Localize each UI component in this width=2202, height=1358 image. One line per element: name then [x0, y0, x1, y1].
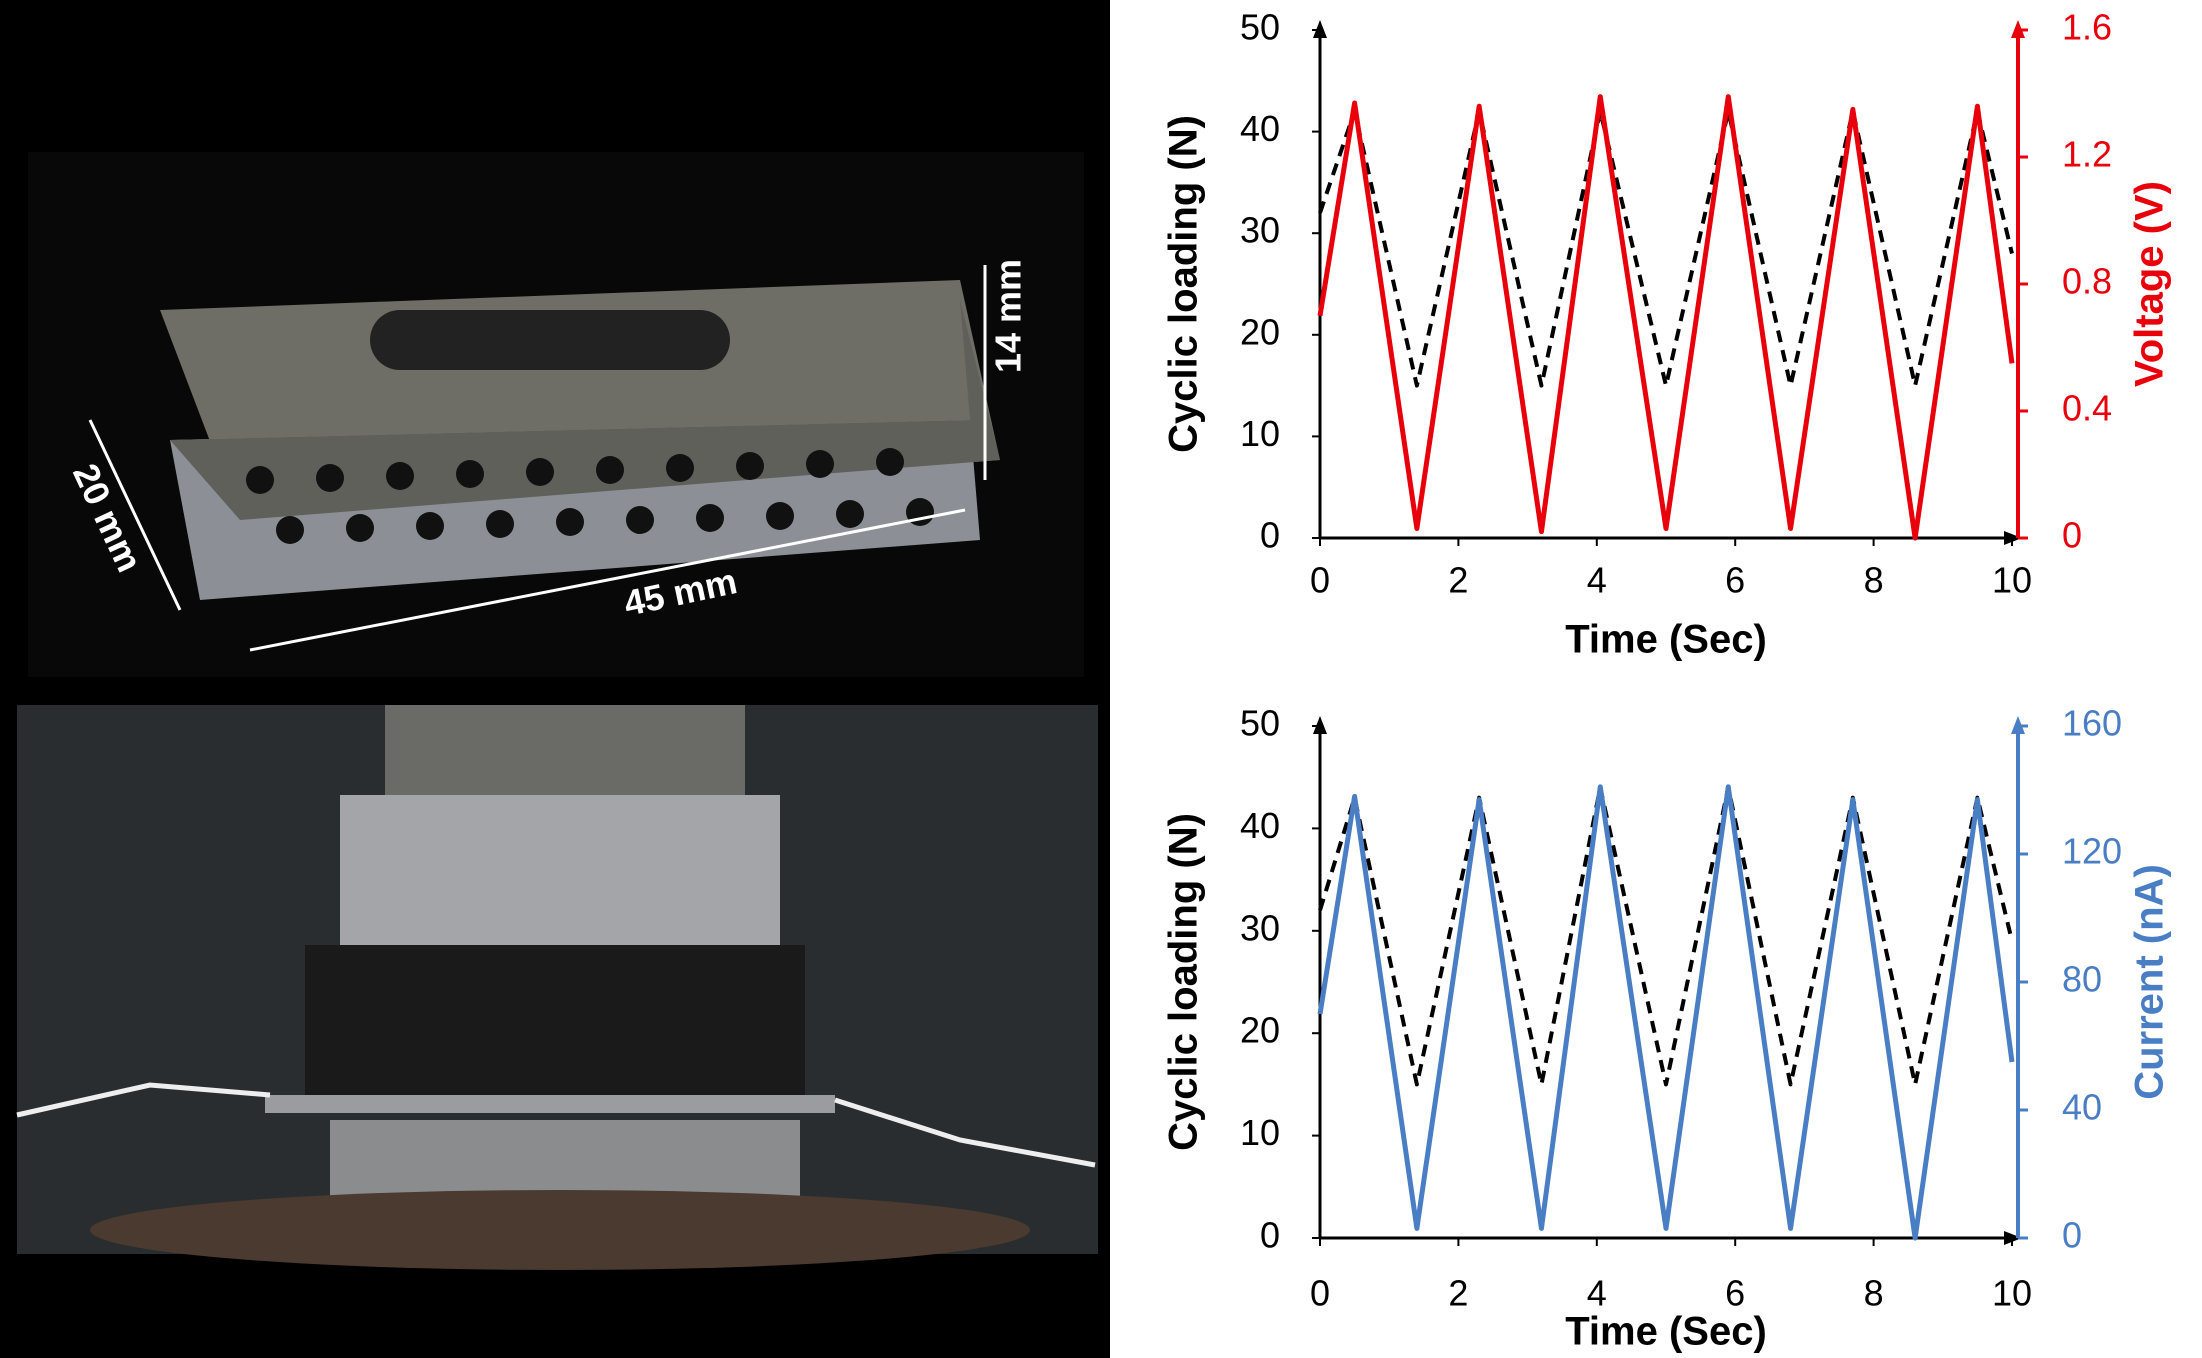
y2-axis-title: Voltage (V)	[2128, 181, 2172, 387]
photo-bottom	[16, 705, 1098, 1270]
chart: 0 10 20 30 40 50 0 40 80 120 160 0 2 4 6 8 10 Time (Sec) C…	[1162, 703, 2172, 1354]
data-line	[1317, 94, 2015, 541]
y-axis-title: Cyclic loading (N)	[1162, 115, 1206, 453]
y2-tick-label: 0.4	[2062, 388, 2112, 429]
y-tick-label: 40	[1240, 108, 1280, 149]
x-axis-title: Time (Sec)	[1565, 1310, 1767, 1354]
y2-tick-label: 0	[2062, 1215, 2082, 1256]
y2-tick-label: 80	[2062, 959, 2102, 1000]
y2-tick-label: 120	[2062, 831, 2122, 872]
y2-axis-title: Current (nA)	[2128, 864, 2172, 1100]
x-tick-label: 10	[1992, 1273, 2032, 1314]
y-tick-label: 0	[1260, 1215, 1280, 1256]
y-tick-label: 20	[1240, 1010, 1280, 1051]
data-line	[1318, 785, 2014, 1087]
chart: 0 10 20 30 40 50 0 0.4 0.8 1.2 1.6 0 2 4 6 8 10 Time (Sec…	[1162, 7, 2172, 662]
y-tick-label: 50	[1240, 703, 1280, 744]
y-axis-title: Cyclic loading (N)	[1162, 813, 1206, 1151]
x-tick-label: 6	[1725, 560, 1745, 601]
x-tick-label: 8	[1864, 1273, 1884, 1314]
y2-tick-label: 1.2	[2062, 134, 2112, 175]
x-axis-title: Time (Sec)	[1565, 618, 1767, 662]
y2-tick-label: 0	[2062, 515, 2082, 556]
y-tick-label: 0	[1260, 515, 1280, 556]
x-tick-label: 8	[1864, 560, 1884, 601]
x-tick-label: 2	[1448, 560, 1468, 601]
data-line	[1318, 109, 2014, 388]
y-tick-label: 40	[1240, 805, 1280, 846]
dimension-label: 14 mm	[988, 259, 1029, 373]
y-tick-label: 30	[1240, 210, 1280, 251]
x-tick-label: 4	[1587, 1273, 1607, 1314]
x-tick-label: 10	[1992, 560, 2032, 601]
x-tick-label: 6	[1725, 1273, 1745, 1314]
y-tick-label: 10	[1240, 413, 1280, 454]
x-tick-label: 4	[1587, 560, 1607, 601]
x-tick-label: 2	[1448, 1273, 1468, 1314]
y-tick-label: 30	[1240, 907, 1280, 948]
y-tick-label: 10	[1240, 1112, 1280, 1153]
y2-tick-label: 160	[2062, 703, 2122, 744]
photo-top: 14 mm 20 mm 45 mm	[28, 152, 1084, 677]
y2-tick-label: 40	[2062, 1087, 2102, 1128]
x-tick-label: 0	[1310, 560, 1330, 601]
x-tick-label: 0	[1310, 1273, 1330, 1314]
data-line	[1317, 784, 2015, 1241]
y-tick-label: 50	[1240, 7, 1280, 48]
y2-tick-label: 0.8	[2062, 261, 2112, 302]
y2-tick-label: 1.6	[2062, 7, 2112, 48]
y-tick-label: 20	[1240, 311, 1280, 352]
